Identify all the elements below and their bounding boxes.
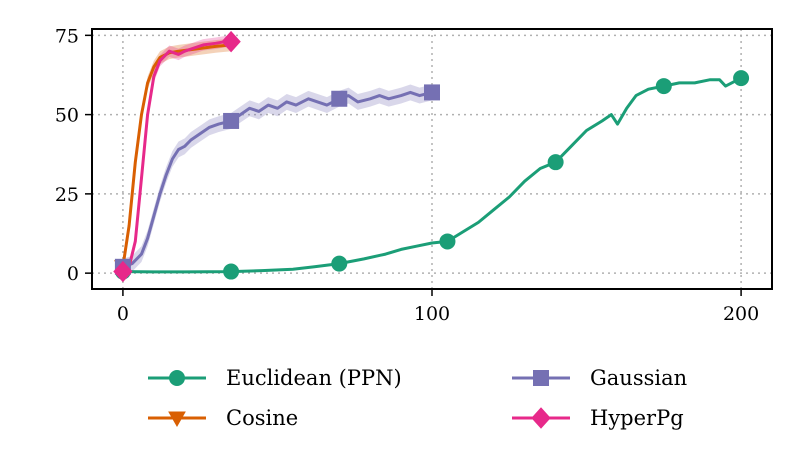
gaussian-line [122,90,433,269]
y-tick-label: 75 [55,25,79,47]
x-tick-label: 0 [117,303,129,325]
legend-label: Euclidean (PPN) [226,366,402,390]
gaussian-marker [424,84,440,101]
error-bands [122,35,432,278]
y-axis-ticks: 0 25 50 75 [55,25,92,285]
plot-frame [91,28,773,290]
legend-marker [531,407,551,429]
euclidean-ppn-marker [655,78,672,95]
gaussian-marker [223,112,240,129]
y-tick-label: 25 [55,184,79,206]
legend-item-euclidean-ppn: Euclidean (PPN) [148,366,402,390]
x-tick-label: 200 [723,303,759,325]
gaussian-marker [331,90,348,107]
y-tick-label: 50 [55,105,79,127]
euclidean-ppn-marker [331,255,348,272]
y-tick-label: 0 [67,263,79,285]
legend-label: Gaussian [590,366,687,390]
series-markers [113,30,750,283]
x-axis-ticks: 0 100 200 [117,289,759,325]
legend-item-hyperpg: HyperPg [512,406,684,430]
legend-marker [169,370,185,386]
grid-lines [92,29,772,289]
x-tick-label: 100 [414,303,450,325]
hyperpg-marker [113,260,133,283]
legend-label: HyperPg [590,406,684,430]
hyperpg-line [121,40,232,273]
legend-label: Cosine [226,406,298,430]
euclidean-ppn-marker [547,154,564,171]
euclidean-ppn-marker [733,70,750,87]
legend: Euclidean (PPN) Cosine Gaussian HyperPg [148,366,687,430]
legend-marker [168,411,186,428]
gaussian-band [122,84,432,275]
cosine-line [121,43,232,268]
legend-item-cosine: Cosine [148,406,298,430]
euclidean-ppn-marker [439,233,456,250]
euclidean-ppn-marker [223,263,240,280]
hyperpg-marker [221,30,241,53]
legend-marker [533,370,549,386]
legend-item-gaussian: Gaussian [512,366,687,390]
